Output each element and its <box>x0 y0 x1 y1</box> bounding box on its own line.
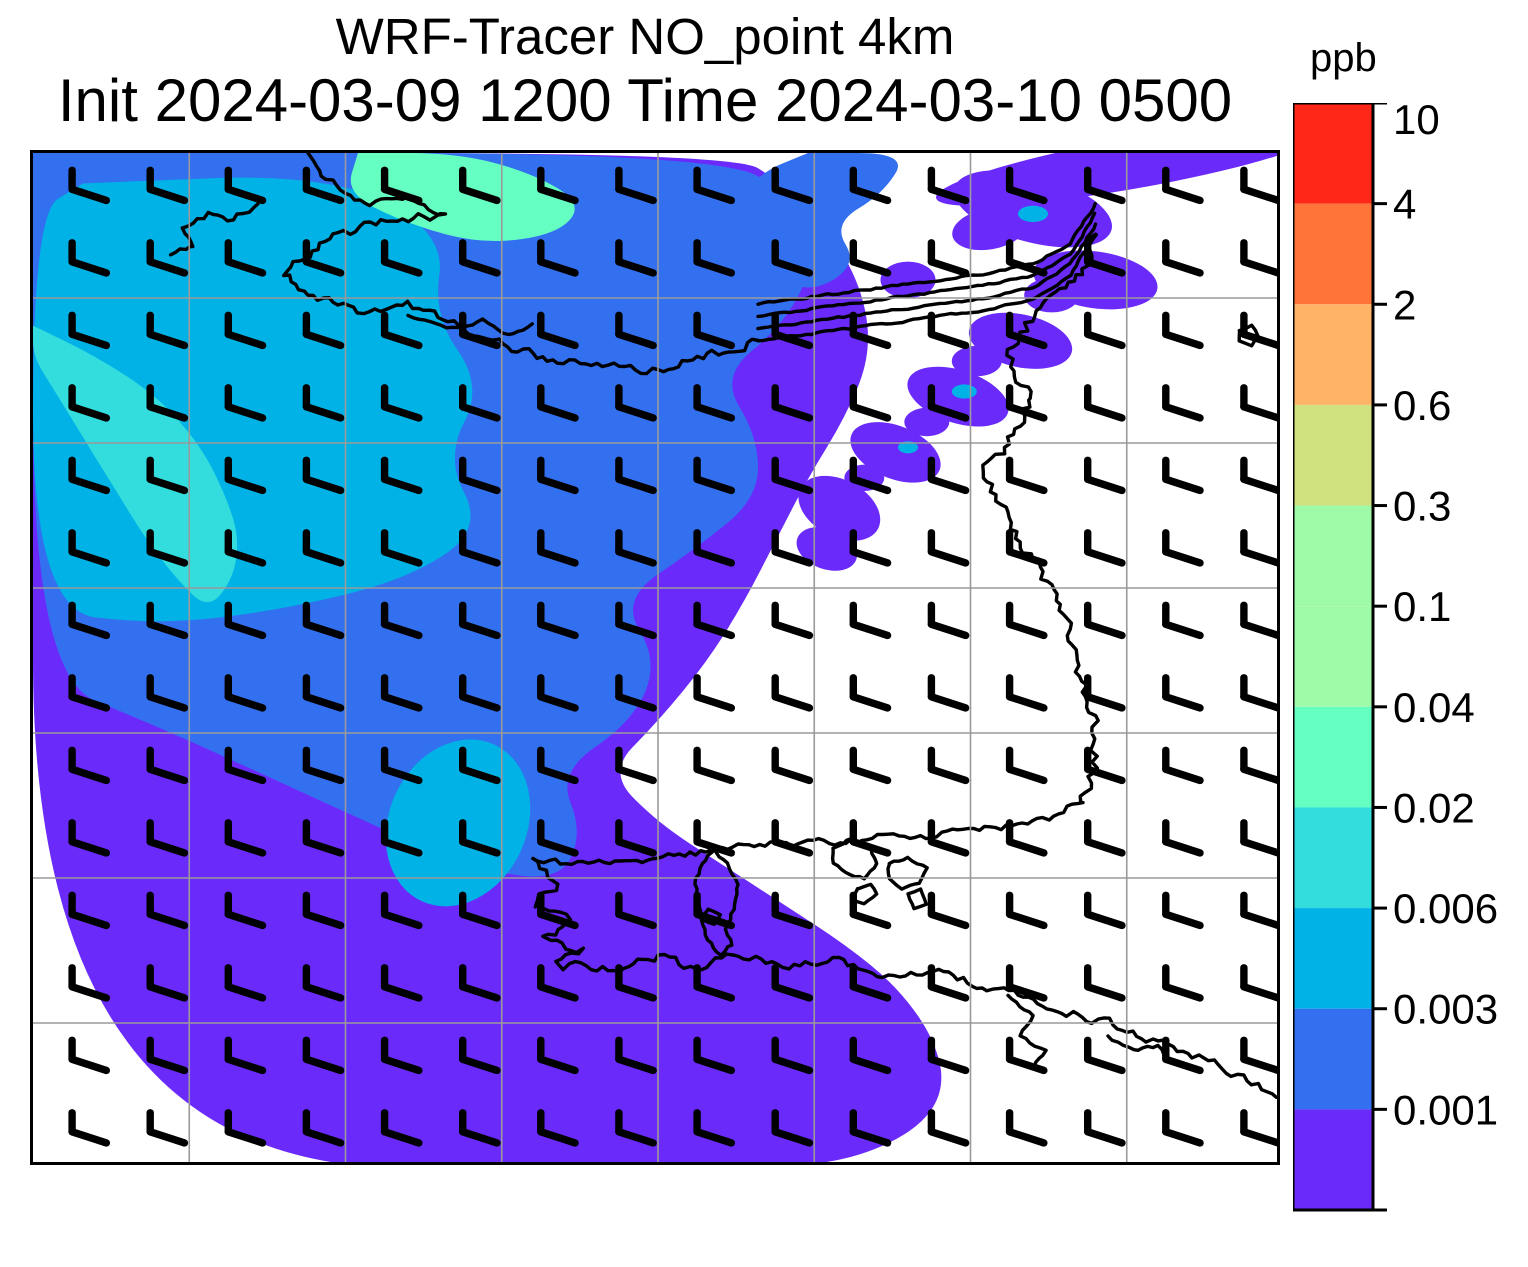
svg-text:0.1: 0.1 <box>1393 583 1451 630</box>
svg-text:4: 4 <box>1393 181 1416 228</box>
svg-text:10: 10 <box>1393 103 1440 143</box>
svg-text:0.003: 0.003 <box>1393 986 1498 1033</box>
svg-text:0.3: 0.3 <box>1393 483 1451 530</box>
svg-text:0.02: 0.02 <box>1393 784 1475 831</box>
svg-text:0.04: 0.04 <box>1393 684 1475 731</box>
svg-text:0.006: 0.006 <box>1393 885 1498 932</box>
svg-text:0.001: 0.001 <box>1393 1086 1498 1133</box>
svg-text:2: 2 <box>1393 281 1416 328</box>
svg-text:0.6: 0.6 <box>1393 382 1451 429</box>
